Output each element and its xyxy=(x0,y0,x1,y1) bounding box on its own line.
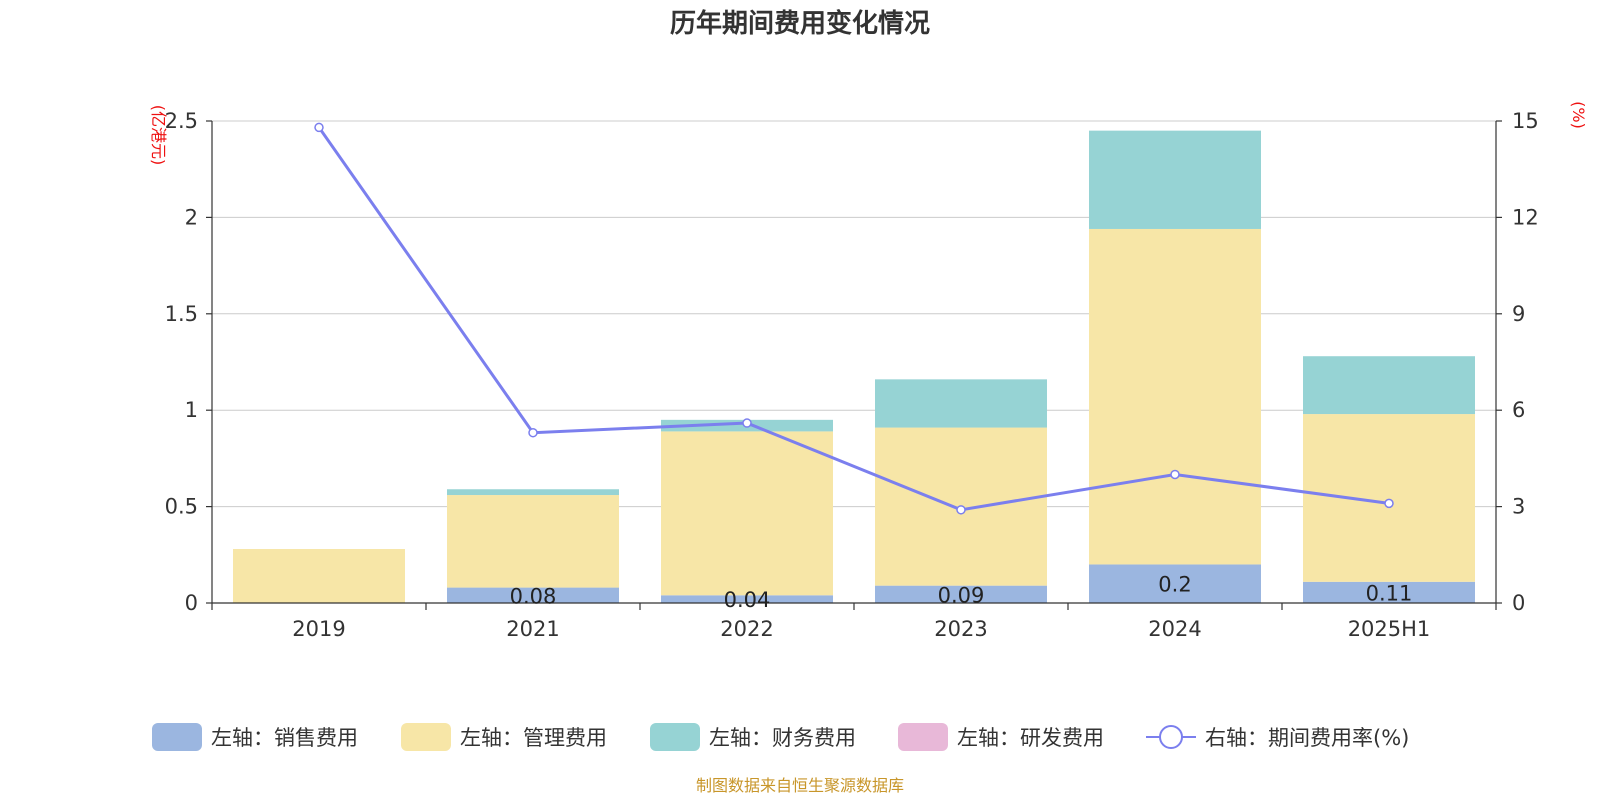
right-axis-tick-label: 0 xyxy=(1512,591,1525,615)
bar-segment xyxy=(1303,581,1475,603)
x-axis-label: 2019 xyxy=(292,617,345,641)
x-axis-label: 2025H1 xyxy=(1348,617,1431,641)
expense-rate-point xyxy=(742,418,752,428)
bar-segment xyxy=(447,489,619,496)
right-axis-tick-label: 15 xyxy=(1512,109,1539,133)
gridlines xyxy=(212,120,1496,508)
data-label: 0.04 xyxy=(724,588,771,612)
right-axis-unit: (%) xyxy=(1569,101,1588,129)
data-label: 0.09 xyxy=(938,583,985,607)
bar-segment xyxy=(661,431,833,596)
expense-rate-point xyxy=(314,122,324,133)
data-labels: 0.08 0.04 0.09 0.2 0.11 xyxy=(510,573,1413,612)
bar-segment xyxy=(1089,228,1261,565)
left-axis-unit: (亿港元) xyxy=(149,105,168,166)
expense-rate-point xyxy=(1384,498,1394,509)
bar-segment xyxy=(1303,414,1475,582)
legend-label: 左轴：财务费用 xyxy=(709,726,856,750)
legend-label: 右轴：期间费用率(%) xyxy=(1205,726,1409,750)
expense-rate-point xyxy=(956,505,966,515)
bar-segment xyxy=(661,595,833,603)
data-label: 0.2 xyxy=(1158,573,1191,597)
bar-segment xyxy=(233,549,405,603)
left-axis-tick-label: 0 xyxy=(185,591,198,615)
x-axis-label: 2021 xyxy=(506,617,559,641)
right-axis-tick-label: 6 xyxy=(1512,398,1525,422)
line-series xyxy=(314,122,1394,515)
legend-swatch xyxy=(152,723,202,751)
x-axis-label: 2024 xyxy=(1148,617,1201,641)
legend-label: 左轴：销售费用 xyxy=(211,726,358,750)
legend: 左轴：销售费用 左轴：管理费用 左轴：财务费用 左轴：研发费用 右轴：期间费用率(%) xyxy=(152,723,1409,751)
bar-segment xyxy=(875,379,1047,428)
axes: 0 0.5 1 1.5 2 2.5 0 3 6 9 12 15 2019 2021 2022 2023 2024… xyxy=(165,109,1539,641)
left-axis-tick-label: 2.5 xyxy=(165,109,198,133)
left-axis-tick-label: 0.5 xyxy=(165,495,198,519)
x-axis-label: 2023 xyxy=(934,617,987,641)
x-axis-label: 2022 xyxy=(720,617,773,641)
bar-segment xyxy=(1089,130,1261,229)
source-note: 制图数据来自恒生聚源数据库 xyxy=(696,776,904,795)
right-axis-tick-label: 9 xyxy=(1512,302,1525,326)
bar-segment xyxy=(447,587,619,603)
data-label: 0.08 xyxy=(510,584,557,608)
left-axis-tick-label: 1 xyxy=(185,398,198,422)
legend-swatch xyxy=(401,723,451,751)
bar-segment xyxy=(1089,564,1261,603)
left-axis-tick-label: 2 xyxy=(185,205,198,229)
legend-marker xyxy=(1159,725,1183,749)
right-axis-tick-label: 3 xyxy=(1512,495,1525,519)
bar-segment xyxy=(447,495,619,588)
legend-label: 左轴：研发费用 xyxy=(957,726,1104,750)
bar-series xyxy=(233,130,1475,603)
chart-title: 历年期间费用变化情况 xyxy=(670,8,930,39)
expense-rate-point xyxy=(1170,469,1180,480)
expense-rate-line xyxy=(317,126,1390,512)
legend-swatch xyxy=(898,723,948,751)
expense-rate-point xyxy=(528,427,538,438)
bar-segment xyxy=(1303,356,1475,415)
bar-segment xyxy=(875,585,1047,603)
legend-label: 左轴：管理费用 xyxy=(460,726,607,750)
data-label: 0.11 xyxy=(1366,581,1413,605)
left-axis-tick-label: 1.5 xyxy=(165,302,198,326)
right-axis-tick-label: 12 xyxy=(1512,205,1539,229)
legend-swatch xyxy=(650,723,700,751)
